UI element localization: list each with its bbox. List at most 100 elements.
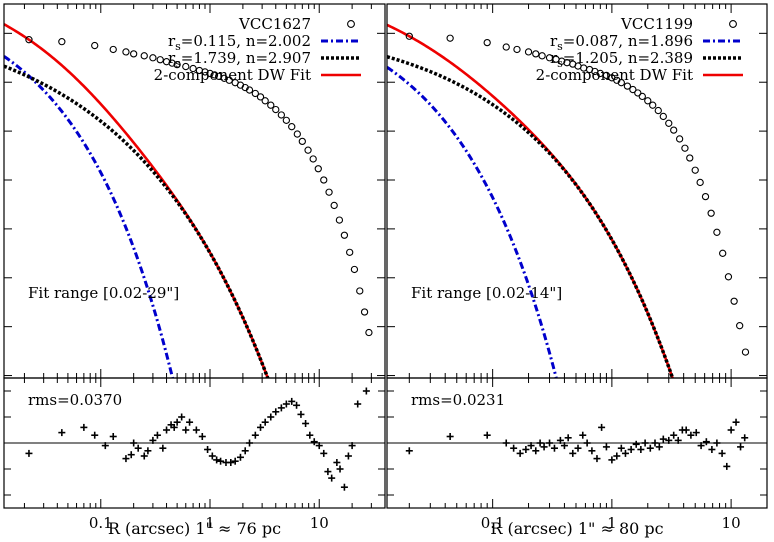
- residual-point: [405, 447, 413, 455]
- profile-point: [558, 57, 566, 65]
- legend-label: VCC1199: [620, 15, 693, 33]
- profile-point: [335, 216, 344, 224]
- legend-label-rest: =0.087, n=1.896: [563, 32, 693, 50]
- residual-point: [246, 439, 254, 447]
- profile-point: [713, 228, 721, 236]
- residual-point: [564, 434, 572, 442]
- legend-label: rs=0.087, n=1.896: [550, 32, 693, 53]
- residual-point: [306, 431, 314, 439]
- profile-point: [282, 116, 291, 125]
- residual-point: [257, 423, 265, 431]
- residual-point: [122, 455, 130, 463]
- residual-point: [446, 433, 454, 440]
- residual-point: [583, 439, 591, 447]
- residual-point: [241, 447, 249, 455]
- profile-point: [25, 36, 33, 44]
- profile-point: [156, 56, 164, 64]
- residual-point: [608, 456, 616, 464]
- residual-point: [546, 439, 554, 447]
- panel-vcc1199: 0.1 1 10 R (arcsec) 1" ≈ 80 pc Fit range [0.…: [386, 3, 768, 538]
- residual-point: [516, 449, 524, 457]
- residual-point: [741, 434, 749, 442]
- legend-label-sub: s: [557, 40, 563, 53]
- residual-point: [718, 449, 726, 457]
- x-tick-label: 1: [607, 514, 617, 532]
- fit-range-annotation: Fit range [0.02-14"]: [411, 284, 562, 302]
- residual-point: [127, 451, 135, 459]
- residual-point: [198, 433, 206, 440]
- profile-point: [659, 112, 667, 121]
- profile-point: [261, 97, 269, 105]
- residual-point: [632, 440, 640, 448]
- residual-point: [732, 418, 740, 426]
- profile-point: [513, 45, 521, 54]
- profile-point: [293, 130, 301, 138]
- residual-point: [134, 444, 142, 452]
- residual-point: [149, 436, 157, 444]
- residual-point: [80, 423, 88, 431]
- residual-point: [540, 443, 548, 451]
- residual-point: [182, 426, 190, 434]
- profile-point: [109, 45, 117, 54]
- x-tick-label: 1: [205, 514, 215, 532]
- residual-point: [109, 433, 117, 440]
- profile-point: [320, 176, 328, 184]
- residual-point: [213, 456, 221, 464]
- residual-point: [310, 438, 318, 446]
- residual-point: [674, 436, 682, 444]
- total-fit-curve: [387, 23, 674, 378]
- x-axis-label: R (arcsec) 1" ≈ 76 pc: [108, 519, 281, 538]
- profile-point: [182, 62, 190, 71]
- x-axis-label: R (arcsec) 1" ≈ 80 pc: [490, 519, 663, 538]
- residual-point: [556, 436, 564, 444]
- profile-point: [701, 192, 710, 201]
- profile-point: [256, 93, 265, 101]
- residual-point: [483, 431, 491, 439]
- residual-point: [293, 401, 301, 409]
- residual-point: [173, 418, 181, 426]
- profile-point: [360, 308, 369, 316]
- profile-point: [730, 297, 738, 305]
- panel-vcc1627: 0.1 1 10 R (arcsec) 1" ≈ 76 pc Fit range [0.…: [3, 3, 386, 538]
- bulge-component-curve: [387, 65, 558, 378]
- profile-point: [617, 79, 625, 87]
- residual-point: [227, 459, 235, 466]
- legend-label: 2-component DW Fit: [154, 66, 311, 84]
- profile-point: [168, 59, 176, 67]
- rms-label: rms=0.0231: [411, 391, 505, 409]
- residual-point: [178, 413, 186, 421]
- profile-point: [736, 322, 744, 330]
- profile-point: [225, 76, 233, 84]
- residual-point: [130, 439, 138, 447]
- profile-point: [649, 101, 657, 109]
- residual-point: [602, 443, 610, 451]
- residual-point: [588, 447, 596, 455]
- residual-point: [320, 449, 328, 457]
- residual-point: [204, 446, 212, 453]
- residual-point: [163, 426, 171, 434]
- residual-point: [153, 431, 161, 439]
- legend-entry: rs=1.205, n=2.389: [550, 49, 743, 70]
- residual-point: [324, 468, 332, 476]
- legend-label-rest: =1.739, n=2.907: [181, 49, 311, 67]
- profile-point: [483, 38, 491, 47]
- residual-point: [170, 423, 178, 431]
- profile-point: [623, 82, 632, 90]
- legend-entry: VCC1627: [238, 15, 355, 33]
- residual-point: [627, 446, 635, 453]
- profile-point: [538, 52, 546, 60]
- residual-point: [569, 449, 577, 457]
- residual-point: [208, 452, 216, 460]
- legend-label-sub: s: [175, 57, 181, 70]
- profile-point: [719, 249, 727, 257]
- x-tick-label: 0.1: [89, 514, 113, 532]
- profile-point: [365, 328, 373, 337]
- residual-point: [282, 400, 290, 408]
- residual-point: [261, 418, 269, 426]
- profile-point: [644, 97, 652, 105]
- residual-point: [723, 462, 731, 470]
- residual-point: [697, 442, 705, 450]
- residual-frame: [3, 377, 386, 509]
